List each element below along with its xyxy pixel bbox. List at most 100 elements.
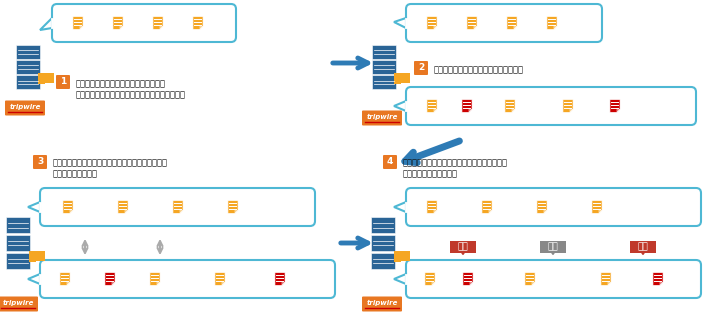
Polygon shape [394, 202, 406, 212]
FancyBboxPatch shape [6, 217, 30, 233]
Polygon shape [474, 26, 477, 29]
FancyBboxPatch shape [362, 296, 402, 312]
Text: 変更はありません。: 変更はありません。 [53, 169, 98, 178]
Polygon shape [434, 109, 437, 112]
Polygon shape [547, 16, 557, 29]
Polygon shape [463, 272, 473, 285]
Text: 新しいスナップショットを取得します。: 新しいスナップショットを取得します。 [434, 65, 524, 74]
FancyBboxPatch shape [406, 87, 696, 125]
Polygon shape [193, 16, 203, 29]
Polygon shape [63, 200, 73, 214]
Polygon shape [160, 26, 163, 29]
Polygon shape [469, 109, 472, 112]
Polygon shape [525, 272, 535, 285]
FancyBboxPatch shape [16, 75, 40, 89]
Polygon shape [70, 210, 73, 214]
Polygon shape [275, 272, 285, 285]
FancyBboxPatch shape [394, 251, 411, 261]
FancyBboxPatch shape [362, 111, 402, 125]
Text: tripwire: tripwire [366, 300, 398, 306]
Polygon shape [505, 100, 515, 112]
FancyBboxPatch shape [540, 241, 566, 253]
Polygon shape [156, 282, 160, 285]
Polygon shape [105, 272, 115, 285]
Text: 追加: 追加 [638, 242, 649, 252]
FancyBboxPatch shape [371, 253, 395, 269]
Polygon shape [434, 210, 437, 214]
Polygon shape [592, 200, 602, 214]
Polygon shape [28, 274, 40, 284]
FancyBboxPatch shape [630, 241, 656, 253]
Polygon shape [228, 200, 238, 214]
FancyBboxPatch shape [394, 81, 401, 84]
Text: 2: 2 [418, 64, 424, 72]
FancyBboxPatch shape [372, 45, 396, 59]
FancyBboxPatch shape [6, 235, 30, 251]
Polygon shape [112, 282, 115, 285]
FancyBboxPatch shape [383, 155, 397, 169]
Polygon shape [617, 109, 620, 112]
Polygon shape [512, 109, 515, 112]
Polygon shape [282, 282, 285, 285]
Polygon shape [601, 272, 611, 285]
Polygon shape [432, 282, 435, 285]
Polygon shape [544, 210, 547, 214]
FancyBboxPatch shape [28, 259, 36, 262]
Polygon shape [173, 200, 183, 214]
Polygon shape [434, 26, 437, 29]
FancyBboxPatch shape [371, 217, 395, 233]
Polygon shape [482, 200, 492, 214]
FancyBboxPatch shape [40, 260, 335, 298]
FancyBboxPatch shape [0, 296, 38, 312]
Text: ベースラインとスナップショットが異なれば、: ベースラインとスナップショットが異なれば、 [403, 158, 508, 167]
FancyBboxPatch shape [38, 81, 45, 84]
Polygon shape [599, 210, 602, 214]
Text: 削除: 削除 [547, 242, 559, 252]
Text: 変更として通知します。: 変更として通知します。 [403, 169, 458, 178]
Polygon shape [489, 210, 492, 214]
Polygon shape [427, 16, 437, 29]
FancyBboxPatch shape [372, 75, 396, 89]
Polygon shape [120, 26, 123, 29]
Polygon shape [394, 101, 406, 111]
Polygon shape [80, 26, 83, 29]
Text: ベースライン（正しい状態）として保存します。: ベースライン（正しい状態）として保存します。 [76, 90, 186, 99]
Polygon shape [427, 100, 437, 112]
Text: ベースラインとスナップショットが同じであれば、: ベースラインとスナップショットが同じであれば、 [53, 158, 168, 167]
FancyBboxPatch shape [406, 4, 602, 42]
Polygon shape [462, 100, 472, 112]
Polygon shape [467, 16, 477, 29]
Polygon shape [425, 272, 435, 285]
Polygon shape [60, 272, 70, 285]
Polygon shape [610, 100, 620, 112]
Polygon shape [200, 26, 203, 29]
Text: 1: 1 [60, 77, 66, 87]
FancyBboxPatch shape [394, 259, 401, 262]
FancyBboxPatch shape [450, 241, 476, 253]
Polygon shape [125, 210, 128, 214]
Polygon shape [427, 200, 437, 214]
FancyBboxPatch shape [52, 4, 236, 42]
FancyBboxPatch shape [414, 61, 428, 75]
Polygon shape [537, 200, 547, 214]
Text: システムのスナップショットを取得し、: システムのスナップショットを取得し、 [76, 79, 166, 88]
Polygon shape [153, 16, 163, 29]
Polygon shape [563, 100, 573, 112]
Polygon shape [235, 210, 238, 214]
FancyBboxPatch shape [16, 45, 40, 59]
Polygon shape [28, 202, 40, 212]
Text: 変更: 変更 [457, 242, 469, 252]
Polygon shape [222, 282, 225, 285]
Polygon shape [554, 26, 557, 29]
FancyBboxPatch shape [56, 75, 70, 89]
Polygon shape [532, 282, 535, 285]
Polygon shape [150, 272, 160, 285]
FancyBboxPatch shape [5, 100, 45, 116]
Polygon shape [660, 282, 663, 285]
Polygon shape [570, 109, 573, 112]
Polygon shape [653, 272, 663, 285]
FancyBboxPatch shape [406, 188, 701, 226]
Polygon shape [113, 16, 123, 29]
Text: tripwire: tripwire [2, 300, 34, 306]
Polygon shape [608, 282, 611, 285]
